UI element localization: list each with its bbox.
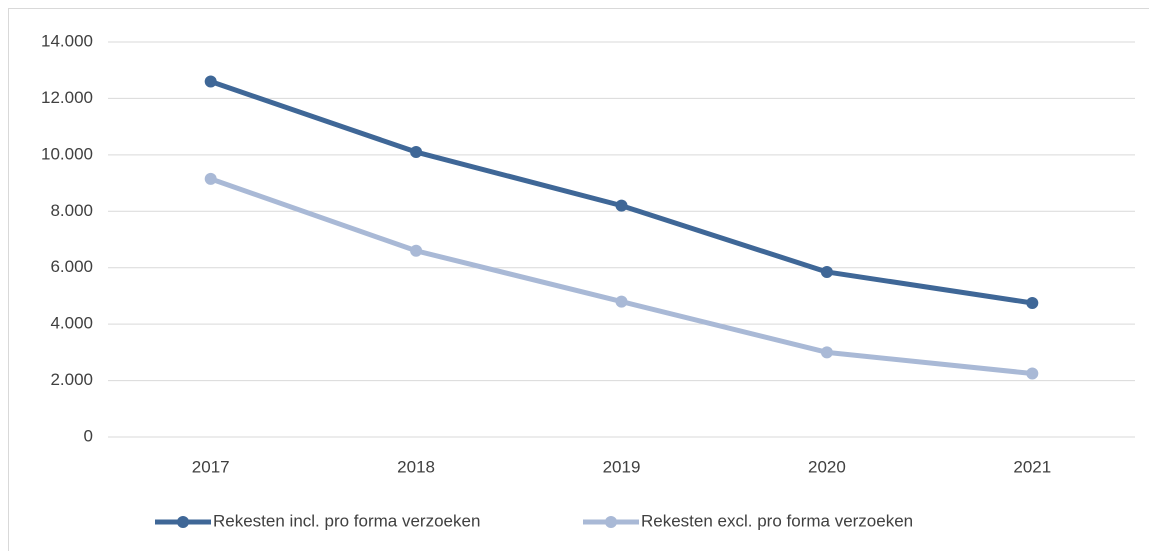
x-tick-label: 2021 [1013, 457, 1051, 476]
y-tick-label: 6.000 [50, 257, 93, 276]
chart-border [8, 8, 1149, 551]
data-point [820, 346, 833, 359]
y-tick-label: 12.000 [41, 88, 93, 107]
y-tick-label: 2.000 [50, 370, 93, 389]
x-tick-label: 2020 [808, 457, 846, 476]
data-point [204, 172, 217, 185]
x-tick-label: 2018 [397, 457, 435, 476]
x-tick-label: 2017 [192, 457, 230, 476]
y-tick-label: 4.000 [50, 314, 93, 333]
y-tick-label: 14.000 [41, 31, 93, 50]
data-point [204, 75, 217, 88]
y-tick-label: 10.000 [41, 144, 93, 163]
data-point [1026, 296, 1039, 309]
y-tick-label: 8.000 [50, 201, 93, 220]
data-point [820, 265, 833, 278]
x-tick-label: 2019 [603, 457, 641, 476]
data-point [410, 146, 423, 159]
legend-label: Rekesten excl. pro forma verzoeken [641, 511, 913, 530]
series-line [209, 79, 1033, 306]
data-point [615, 295, 628, 308]
data-point [615, 199, 628, 212]
data-point [1026, 367, 1039, 380]
data-point [410, 244, 423, 257]
y-tick-label: 0 [84, 426, 93, 445]
legend-label: Rekesten incl. pro forma verzoeken [213, 511, 480, 530]
legend-marker [177, 516, 189, 528]
legend-marker [605, 516, 617, 528]
